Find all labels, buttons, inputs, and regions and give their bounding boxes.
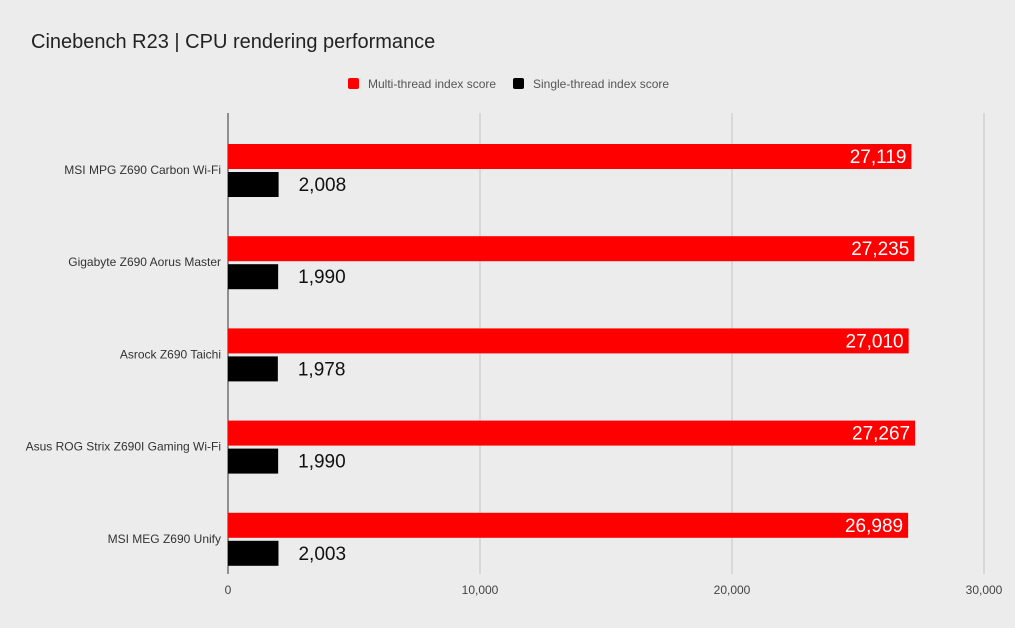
x-tick-label: 30,000 (966, 583, 1003, 597)
legend-swatch-multi-thread (348, 78, 359, 89)
x-tick-label: 20,000 (714, 583, 751, 597)
category-label: Gigabyte Z690 Aorus Master (68, 255, 221, 269)
bar-multi-thread (228, 236, 915, 262)
bar-multi-thread (228, 420, 916, 446)
legend-label-single-thread: Single-thread index score (533, 77, 669, 91)
chart-title: Cinebench R23 | CPU rendering performanc… (31, 31, 436, 53)
legend-swatch-single-thread (513, 78, 524, 89)
data-label-single-thread: 1,978 (298, 359, 346, 380)
bar-multi-thread (228, 512, 909, 538)
x-tick-label: 0 (225, 583, 232, 597)
data-label-multi-thread: 27,267 (852, 424, 910, 445)
data-label-multi-thread: 27,119 (850, 147, 907, 168)
bar-single-thread (228, 264, 279, 290)
bar-multi-thread (228, 144, 912, 169)
bar-single-thread (228, 356, 278, 382)
bar-multi-thread (228, 328, 909, 354)
bar-single-thread (228, 448, 279, 474)
data-label-single-thread: 1,990 (298, 452, 346, 473)
data-label-multi-thread: 27,235 (851, 239, 909, 260)
data-label-single-thread: 1,990 (298, 267, 346, 288)
data-label-single-thread: 2,003 (298, 544, 346, 565)
data-label-multi-thread: 27,010 (846, 331, 904, 352)
category-label: MSI MPG Z690 Carbon Wi-Fi (64, 163, 221, 177)
category-label: MSI MEG Z690 Unify (108, 532, 221, 546)
data-label-multi-thread: 26,989 (845, 516, 903, 537)
legend-label-multi-thread: Multi-thread index score (368, 77, 496, 91)
bar-single-thread (228, 540, 279, 566)
data-label-single-thread: 2,008 (299, 175, 347, 196)
category-label: Asrock Z690 Taichi (120, 347, 221, 361)
category-label: Asus ROG Strix Z690I Gaming Wi-Fi (26, 440, 221, 454)
bar-single-thread (228, 172, 279, 197)
x-tick-label: 10,000 (462, 583, 499, 597)
